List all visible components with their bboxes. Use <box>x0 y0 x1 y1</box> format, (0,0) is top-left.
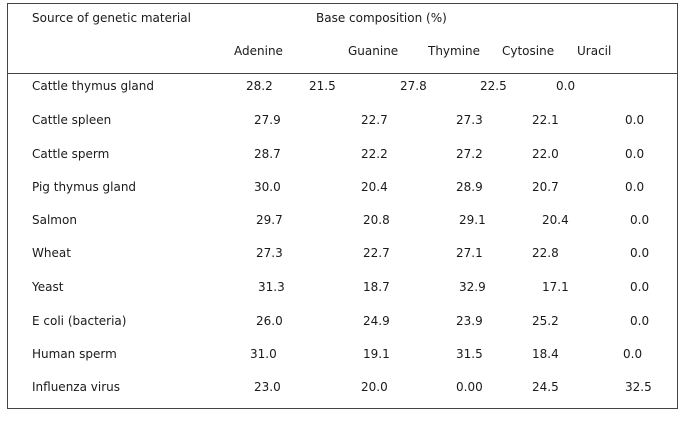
table-cell: 27.3 <box>456 113 483 127</box>
table-cell: 29.7 <box>256 213 283 227</box>
table-cell: 0.0 <box>630 213 650 227</box>
table-cell: 21.5 <box>309 79 336 93</box>
table-cell: 32.5 <box>625 380 652 394</box>
table-cell: 28.9 <box>456 180 483 194</box>
table-cell: 23.0 <box>254 380 281 394</box>
table-cell: 30.0 <box>254 180 281 194</box>
table-cell: 0.0 <box>625 147 645 161</box>
table-cell: 23.9 <box>456 314 483 328</box>
table-cell: 0.0 <box>625 113 645 127</box>
row-source-label: Salmon <box>32 213 77 227</box>
table-cell: 0.0 <box>630 314 650 328</box>
table-cell: 22.1 <box>532 113 559 127</box>
table-cell: 28.2 <box>246 79 273 93</box>
table-cell: 0.0 <box>625 180 645 194</box>
table-cell: 27.8 <box>400 79 427 93</box>
table-cell: 29.1 <box>459 213 486 227</box>
table-cell: 0.0 <box>630 246 650 260</box>
row-source-label: Cattle spleen <box>32 113 112 127</box>
table-cell: 31.5 <box>456 347 483 361</box>
base-composition-header: Base composition (%) <box>316 11 447 25</box>
table-cell: 22.5 <box>480 79 507 93</box>
table-cell: 22.7 <box>361 113 388 127</box>
column-header-guanine: Guanine <box>348 44 399 58</box>
table-cell: 22.2 <box>361 147 388 161</box>
table-cell: 22.8 <box>532 246 559 260</box>
row-source-label: Wheat <box>32 246 71 260</box>
table-cell: 31.3 <box>258 280 285 294</box>
row-source-label: Yeast <box>32 280 64 294</box>
table-cell: 19.1 <box>363 347 390 361</box>
table-cell: 22.0 <box>532 147 559 161</box>
row-source-label: Cattle sperm <box>32 147 110 161</box>
table-cell: 24.5 <box>532 380 559 394</box>
table-cell: 25.2 <box>532 314 559 328</box>
source-column-header: Source of genetic material <box>32 11 191 25</box>
table-cell: 20.4 <box>361 180 388 194</box>
table-cell: 20.7 <box>532 180 559 194</box>
header-divider <box>7 73 678 74</box>
table-cell: 32.9 <box>459 280 486 294</box>
table-cell: 22.7 <box>363 246 390 260</box>
table-cell: 18.7 <box>363 280 390 294</box>
row-source-label: Human sperm <box>32 347 117 361</box>
table-cell: 27.3 <box>256 246 283 260</box>
table-cell: 31.0 <box>250 347 277 361</box>
table-cell: 24.9 <box>363 314 390 328</box>
table-cell: 28.7 <box>254 147 281 161</box>
row-source-label: Pig thymus gland <box>32 180 137 194</box>
row-source-label: Influenza virus <box>32 380 120 394</box>
table-frame <box>7 3 678 409</box>
row-source-label: Cattle thymus gland <box>32 79 154 93</box>
table-cell: 27.9 <box>254 113 281 127</box>
table-cell: 20.8 <box>363 213 390 227</box>
table-cell: 0.0 <box>556 79 576 93</box>
table-cell: 17.1 <box>542 280 569 294</box>
table-cell: 27.2 <box>456 147 483 161</box>
table-cell: 0.0 <box>630 280 650 294</box>
table-cell: 27.1 <box>456 246 483 260</box>
column-header-cytosine: Cytosine <box>502 44 555 58</box>
table-cell: 20.0 <box>361 380 388 394</box>
row-source-label: E coli (bacteria) <box>32 314 127 328</box>
table-cell: 18.4 <box>532 347 559 361</box>
table-cell: 0.0 <box>623 347 643 361</box>
table-cell: 26.0 <box>256 314 283 328</box>
column-header-thymine: Thymine <box>428 44 481 58</box>
table-cell: 0.00 <box>456 380 483 394</box>
column-header-adenine: Adenine <box>234 44 283 58</box>
table-cell: 20.4 <box>542 213 569 227</box>
column-header-uracil: Uracil <box>577 44 612 58</box>
